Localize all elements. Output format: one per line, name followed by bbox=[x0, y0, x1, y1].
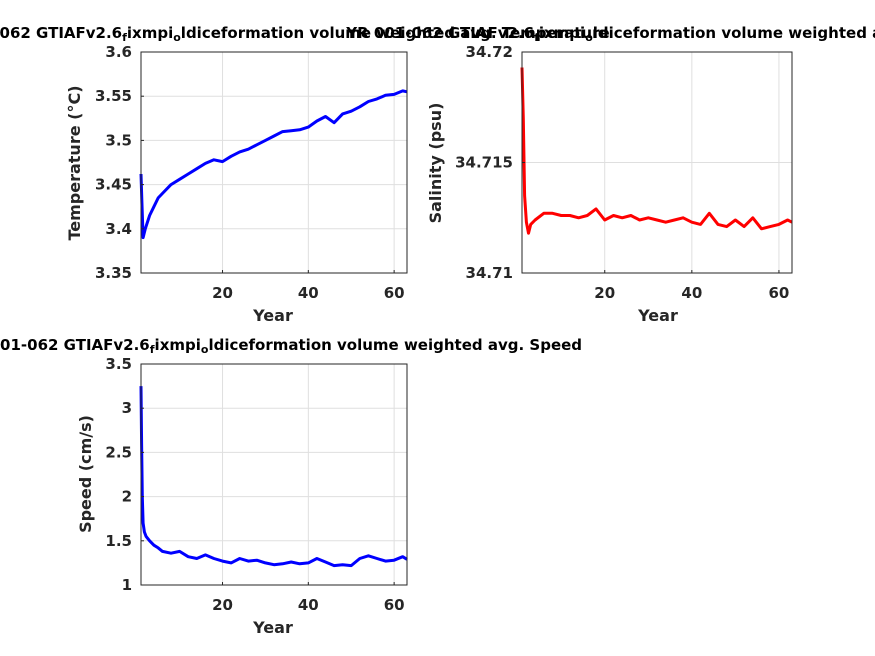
salinity-y-tick-label: 34.71 bbox=[466, 264, 513, 282]
salinity-xlabel: Year bbox=[637, 306, 678, 325]
salinity-panel: YR 001-062 GTIAFv2.6fixmpioldiceformatio… bbox=[345, 24, 875, 325]
temperature-x-tick-label: 20 bbox=[212, 284, 233, 302]
temperature-y-tick-label: 3.4 bbox=[105, 220, 132, 238]
temperature-plot-area bbox=[141, 52, 407, 273]
temperature-y-tick-label: 3.5 bbox=[105, 131, 132, 149]
temperature-y-tick-label: 3.6 bbox=[105, 43, 132, 61]
temperature-xlabel: Year bbox=[252, 306, 293, 325]
salinity-y-tick-label: 34.72 bbox=[466, 43, 513, 61]
speed-panel: YR 001-062 GTIAFv2.6fixmpioldiceformatio… bbox=[0, 336, 582, 637]
salinity-ylabel: Salinity (psu) bbox=[426, 103, 445, 224]
salinity-x-tick-label: 20 bbox=[594, 284, 615, 302]
salinity-x-tick-label: 60 bbox=[768, 284, 789, 302]
speed-x-tick-label: 20 bbox=[212, 596, 233, 614]
salinity-series-line bbox=[520, 67, 793, 235]
temperature-series-line bbox=[139, 89, 408, 240]
speed-plot-area bbox=[141, 364, 407, 585]
temperature-axes-frame bbox=[140, 51, 408, 274]
salinity-x-tick-label: 40 bbox=[681, 284, 702, 302]
speed-ylabel: Speed (cm/s) bbox=[76, 415, 95, 533]
speed-xlabel: Year bbox=[252, 618, 293, 637]
temperature-y-tick-label: 3.35 bbox=[95, 264, 132, 282]
temperature-title: YR 001-062 GTIAFv2.6fixmpioldiceformatio… bbox=[0, 24, 610, 44]
speed-y-tick-label: 2 bbox=[122, 488, 132, 506]
speed-y-tick-label: 1 bbox=[122, 576, 132, 594]
speed-y-tick-label: 1.5 bbox=[105, 532, 132, 550]
temperature-x-tick-label: 40 bbox=[298, 284, 319, 302]
speed-x-tick-label: 60 bbox=[384, 596, 405, 614]
speed-series-line bbox=[139, 386, 408, 568]
speed-title: YR 001-062 GTIAFv2.6fixmpioldiceformatio… bbox=[0, 336, 582, 356]
speed-y-tick-label: 2.5 bbox=[105, 443, 132, 461]
salinity-y-tick-label: 34.715 bbox=[455, 154, 513, 172]
speed-y-tick-label: 3.5 bbox=[105, 355, 132, 373]
speed-x-tick-label: 40 bbox=[298, 596, 319, 614]
temperature-ylabel: Temperature (°C) bbox=[65, 85, 84, 240]
temperature-panel: YR 001-062 GTIAFv2.6fixmpioldiceformatio… bbox=[0, 24, 610, 325]
speed-y-tick-label: 3 bbox=[122, 399, 132, 417]
temperature-x-tick-label: 60 bbox=[384, 284, 405, 302]
salinity-title: YR 001-062 GTIAFv2.6fixmpioldiceformatio… bbox=[345, 24, 875, 44]
speed-axes-frame bbox=[140, 363, 408, 586]
temperature-y-tick-label: 3.45 bbox=[95, 176, 132, 194]
temperature-y-tick-label: 3.55 bbox=[95, 87, 132, 105]
